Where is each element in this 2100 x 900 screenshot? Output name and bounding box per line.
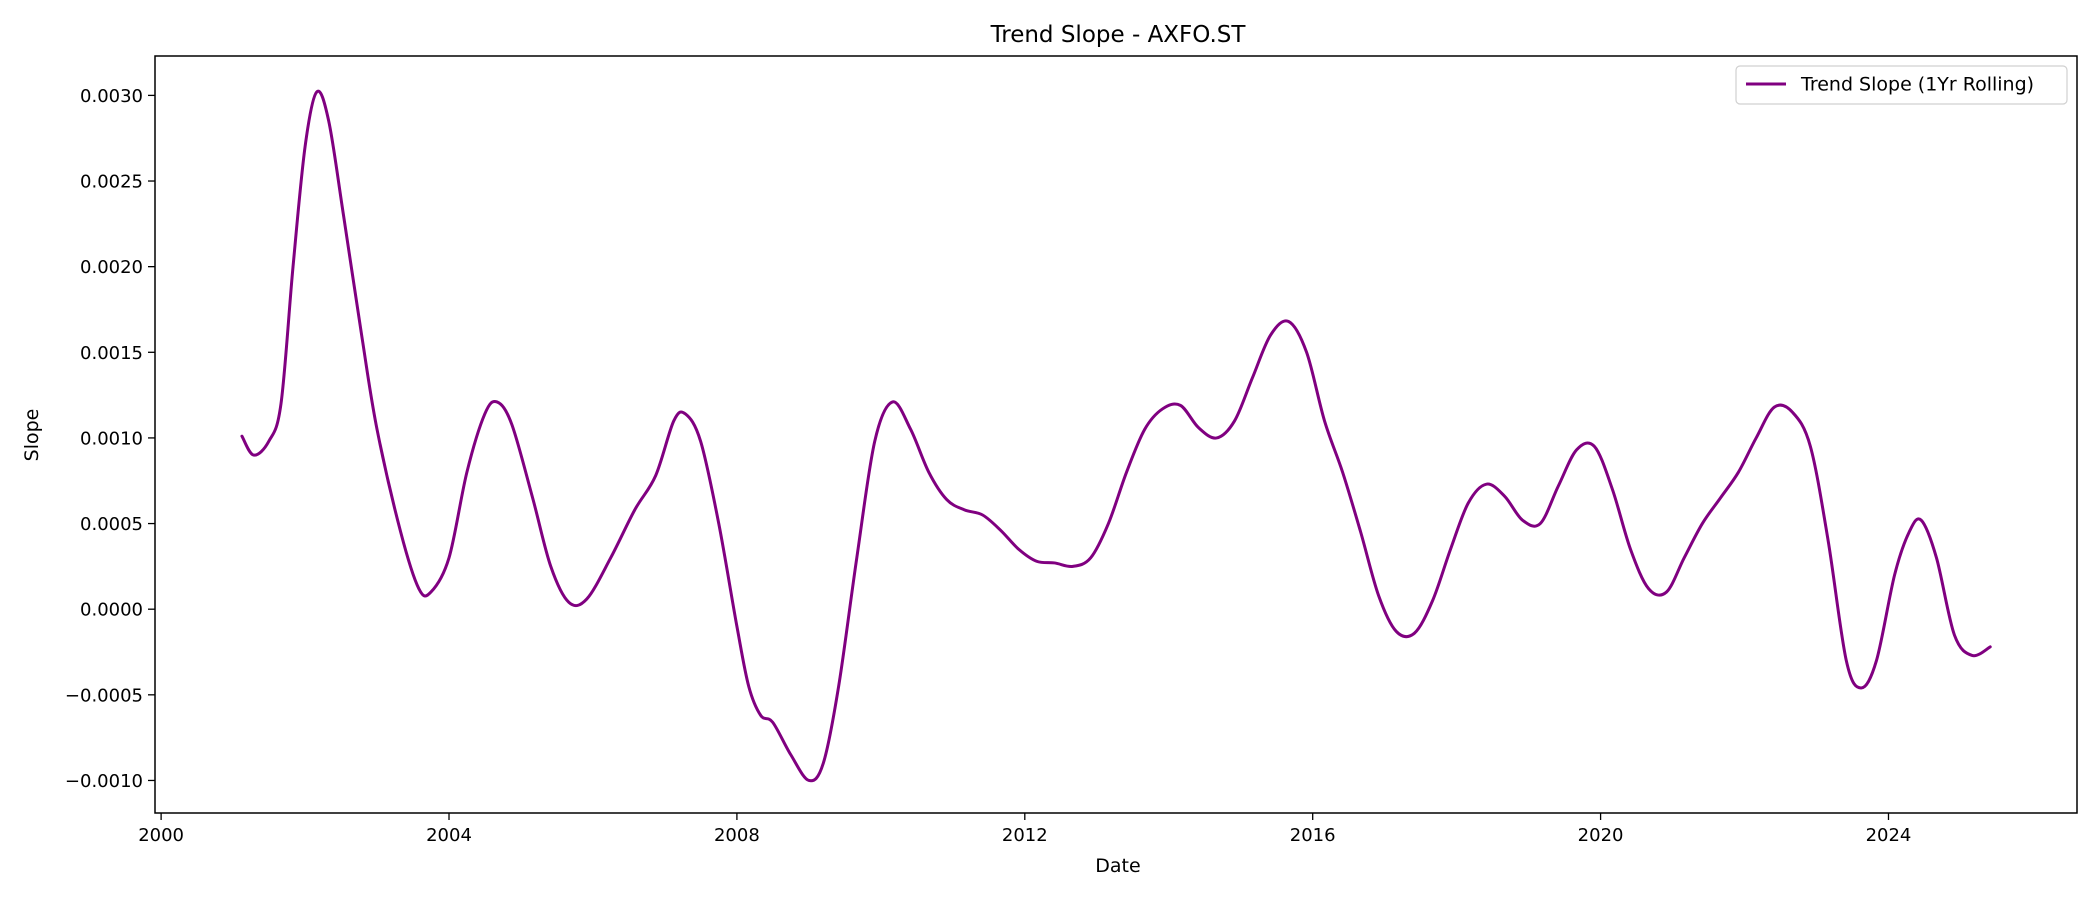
plot-area-frame	[154, 55, 2078, 814]
y-axis-label: Slope	[21, 409, 43, 462]
x-tick-label: 2004	[426, 825, 472, 846]
legend: Trend Slope (1Yr Rolling)	[1735, 65, 2068, 105]
chart-title: Trend Slope - AXFO.ST	[990, 22, 1247, 48]
x-tick-label: 2012	[1002, 825, 1048, 846]
legend-box	[1735, 65, 2068, 105]
series-line-trend-slope	[240, 89, 1992, 783]
x-tick-label: 2000	[138, 825, 184, 846]
x-tick-label: 2016	[1290, 825, 1336, 846]
y-tick-label: −0.0010	[65, 771, 143, 792]
y-tick-label: 0.0025	[80, 172, 143, 193]
x-tick-label: 2020	[1578, 825, 1624, 846]
x-axis-label: Date	[1095, 855, 1140, 877]
y-tick-label: 0.0010	[80, 428, 143, 449]
y-tick-label: 0.0020	[80, 257, 143, 278]
x-axis-ticks: 2000 2004 2008 2012 2016 2020 2024	[138, 813, 1911, 846]
x-tick-label: 2024	[1866, 825, 1912, 846]
y-tick-label: 0.0005	[80, 514, 143, 535]
y-axis-ticks: −0.0010 −0.0005 0.0000 0.0005 0.0010 0.0015 0.…	[65, 86, 155, 792]
y-tick-label: −0.0005	[65, 685, 143, 706]
x-tick-label: 2008	[714, 825, 760, 846]
y-tick-label: 0.0015	[80, 343, 143, 364]
legend-label-trend-slope: Trend Slope (1Yr Rolling)	[1800, 74, 2034, 96]
y-tick-label: 0.0000	[80, 600, 143, 621]
y-tick-label: 0.0030	[80, 86, 143, 107]
